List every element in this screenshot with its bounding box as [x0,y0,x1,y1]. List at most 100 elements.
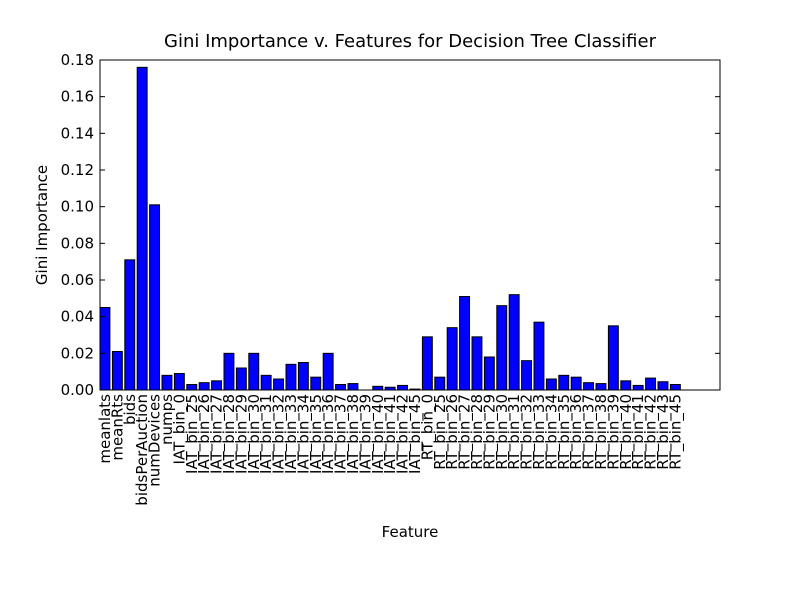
bar [198,382,210,391]
x-tick-label: IAT_bin_34 [294,394,313,474]
x-tick-label: RT_bin_0 [418,394,437,460]
chart-title: Gini Importance v. Features for Decision… [164,31,657,52]
x-tick-label: IAT_bin_39 [356,394,375,474]
bar [186,384,198,391]
bar [285,363,297,391]
x-tick-label: IAT_bin_35 [307,394,326,474]
x-tick-label: bids [121,394,139,425]
x-tick-label: RT_bin_35 [555,394,574,470]
bar [483,356,495,391]
bar [273,378,285,391]
x-tick-label: meanlats [96,394,114,464]
x-axis-label: Feature [382,523,439,541]
bar [508,294,520,391]
x-tick-label: IAT_bin_28 [220,394,239,474]
x-tick-label: RT_bin_31 [505,394,524,470]
x-tick-label: IAT_bin_29 [232,394,251,474]
bar [149,204,161,391]
bar [297,362,309,391]
x-tick-label: RT_bin_42 [642,394,661,470]
bar [645,377,657,391]
bar [111,351,123,391]
plot-frame [99,59,721,391]
x-tick-label: RT_bin_26 [443,394,462,470]
bar [335,384,347,391]
bar [632,384,644,391]
bar [620,380,632,391]
y-tick-label: 0.04 [61,308,94,326]
bar [669,384,681,391]
y-tick-label: 0.12 [61,161,94,179]
x-tick-label: RT_bin_45 [666,394,685,470]
bar [459,296,471,391]
x-tick-label: RT_bin_38 [592,394,611,470]
bar [496,305,508,391]
x-tick-label: numDevices [146,394,164,487]
bar [545,378,557,391]
x-tick-label: numps [158,394,176,445]
y-tick-label: 0.02 [61,344,94,362]
x-tick-label: RT_bin_25 [431,394,450,470]
x-tick-label: bidsPerAuction [133,394,151,506]
x-tick-label: IAT_bin_27 [208,394,227,474]
y-tick-label: 0.00 [61,381,94,399]
x-tick-label: RT_bin_27 [456,394,475,470]
x-tick-label: RT_bin_43 [654,394,673,470]
bar [322,352,334,391]
x-tick-label: RT_bin_32 [518,394,537,470]
bar [248,352,260,391]
x-tick-label: RT_bin_29 [480,394,499,470]
x-tick-label: RT_bin_36 [567,394,586,470]
x-tick-label: IAT_bin_37 [332,394,351,474]
bar [211,380,223,391]
bar [99,307,111,391]
y-tick-label: 0.16 [61,88,94,106]
bar [136,66,148,391]
x-tick-label: IAT_bin_32 [270,394,289,474]
x-tick-label: IAT_bin_38 [344,394,363,474]
x-tick-label: RT_bin_37 [580,394,599,470]
bar [434,376,446,391]
bar [583,382,595,391]
x-tick-label: RT_bin_41 [629,394,648,470]
bar [421,336,433,391]
x-tick-label: IAT_bin_30 [245,394,264,474]
bar [533,321,545,391]
x-tick-label: IAT_bin_41 [381,394,400,474]
y-tick-label: 0.08 [61,234,94,252]
y-tick-label: 0.14 [61,124,94,142]
x-tick-label: IAT_bin_42 [394,394,413,474]
x-tick-label: IAT_bin_31 [257,394,276,474]
x-tick-label: IAT_bin_36 [319,394,338,474]
bar [471,336,483,391]
bar [173,373,185,391]
bar [521,360,533,391]
y-tick-label: 0.06 [61,271,94,289]
bar [446,327,458,391]
bar [235,367,247,391]
bar [570,376,582,391]
x-tick-label: IAT_bin_0 [170,394,189,464]
x-tick-label: IAT_bin_25 [183,394,202,474]
y-tick-label: 0.18 [61,51,94,69]
x-tick-label: RT_bin_40 [617,394,636,470]
x-tick-label: RT_bin_39 [604,394,623,470]
x-tick-label: RT_bin_33 [530,394,549,470]
bar [558,374,570,391]
x-tick-label: IAT_bin_26 [195,394,214,474]
x-tick-label: IAT_bin_40 [369,394,388,474]
bar [260,374,272,391]
bar [595,383,607,391]
bar [161,374,173,391]
bar [223,352,235,391]
x-tick-label: RT_bin_30 [493,394,512,470]
bar [124,259,136,391]
x-tick-label: IAT_bin_45 [406,394,425,474]
bar [607,325,619,391]
bar [397,384,409,391]
x-tick-label: RT_bin_28 [468,394,487,470]
x-tick-label: IAT_bin_33 [282,394,301,474]
bar [657,381,669,391]
bar [372,385,384,391]
